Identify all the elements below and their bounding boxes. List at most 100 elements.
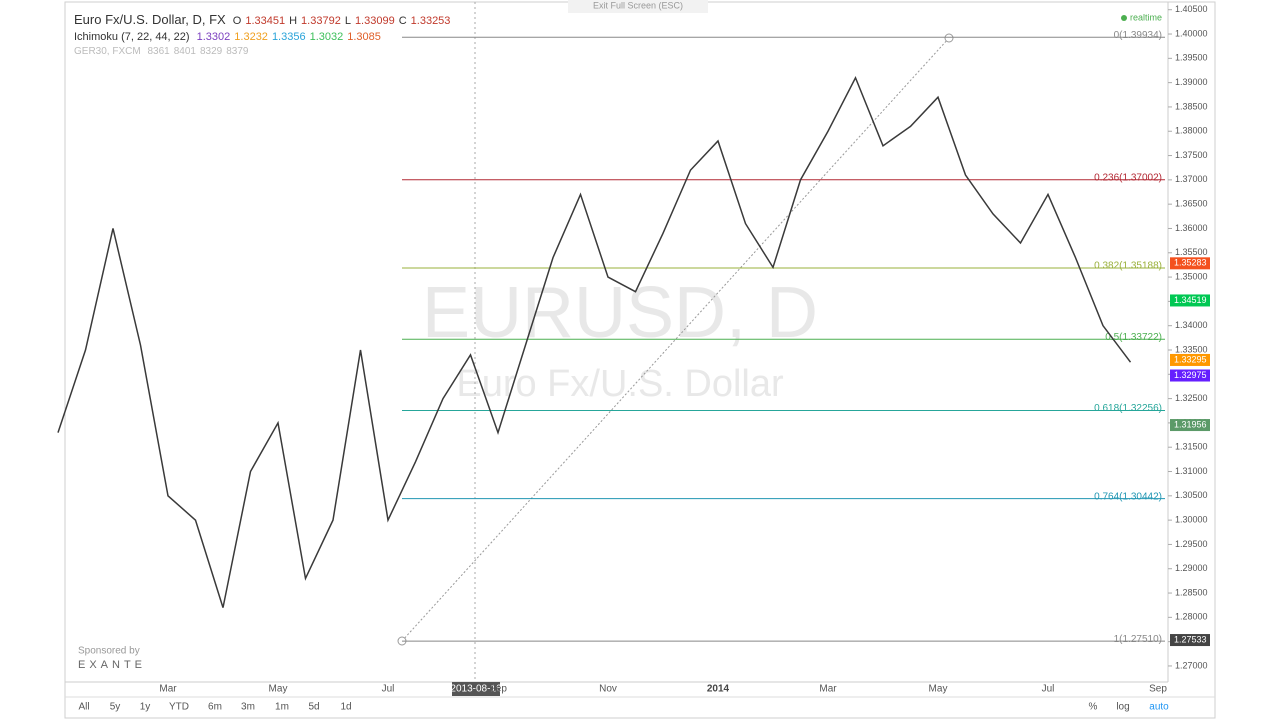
- y-tick-label: 1.29000: [1175, 563, 1208, 573]
- y-tick-label: 1.29500: [1175, 539, 1208, 549]
- price-tag: [1170, 369, 1210, 382]
- ohlc-key: O: [232, 15, 242, 27]
- price-tag: [1170, 353, 1210, 366]
- ohlc: O 1.33451 H 1.33792 L 1.33099 C 1.33253: [233, 15, 455, 27]
- indicator: Ichimoku (7, 22, 44, 22): [74, 31, 190, 43]
- compare: GER30, FXCM: [74, 46, 141, 57]
- y-tick-label: 1.35000: [1175, 271, 1208, 281]
- realtime: realtime: [1130, 12, 1162, 22]
- fib-label: 0.618(1.32256): [1094, 403, 1162, 414]
- indicator-value: 1.3302: [196, 31, 231, 43]
- ohlc-value: 1.33253: [410, 15, 451, 27]
- y-tick-label: 1.37000: [1175, 174, 1208, 184]
- y-tick-label: 1.39500: [1175, 53, 1208, 63]
- crosshair-date-bg: [452, 682, 500, 696]
- x-tick-label: Mar: [159, 684, 177, 695]
- compare-value: 8361: [147, 46, 170, 57]
- ohlc-value: 1.33792: [301, 15, 341, 27]
- compare-value: 8329: [199, 46, 223, 57]
- ohlc-value: 1.33099: [354, 15, 395, 27]
- y-tick-label: 1.40500: [1175, 4, 1208, 14]
- watermark-symbol: EURUSD, D: [422, 273, 818, 353]
- fib-label: 0.382(1.35188): [1094, 261, 1162, 272]
- x-tick-label: Jul: [382, 684, 395, 695]
- x-tick-label: Sep: [1149, 684, 1167, 695]
- price-tag-label: 1.34519: [1174, 295, 1207, 305]
- y-tick-label: 1.39000: [1175, 77, 1208, 87]
- x-tick-label: Sep: [489, 684, 507, 695]
- option-button[interactable]: %: [1089, 702, 1098, 713]
- y-tick-label: 1.37500: [1175, 150, 1208, 160]
- y-tick-label: 1.40000: [1175, 28, 1208, 38]
- header-row: Euro Fx/U.S. Dollar, D, FX O 1.33451 H 1.33…: [74, 12, 458, 27]
- y-tick-label: 1.35500: [1175, 247, 1208, 257]
- range-button[interactable]: All: [78, 702, 89, 713]
- indicator-value: 1.3232: [234, 31, 268, 43]
- price-tag-label: 1.35283: [1174, 258, 1207, 268]
- y-tick-label: 1.30500: [1175, 490, 1208, 500]
- fib-label: 0.236(1.37002): [1094, 172, 1162, 183]
- option-button[interactable]: auto: [1149, 702, 1169, 713]
- symbol: Euro Fx/U.S. Dollar, D, FX: [74, 12, 226, 27]
- range-button[interactable]: YTD: [169, 702, 189, 713]
- price-tag-label: 1.32975: [1174, 370, 1207, 380]
- fib-label: 0.764(1.30442): [1094, 491, 1162, 502]
- y-tick-label: 1.28500: [1175, 587, 1208, 597]
- x-tick-label: May: [929, 684, 948, 695]
- x-tick-label: Jul: [1042, 684, 1055, 695]
- y-tick-label: 1.31500: [1175, 442, 1208, 452]
- price-tag: [1170, 634, 1210, 647]
- y-tick-label: 1.36500: [1175, 199, 1208, 209]
- indicator-value: 1.3356: [271, 31, 306, 43]
- fib-label: 0.5(1.33722): [1105, 332, 1162, 343]
- x-tick-label: 2014: [707, 684, 730, 695]
- range-button[interactable]: 1d: [340, 702, 351, 713]
- range-button[interactable]: 6m: [208, 702, 222, 713]
- trend-handle[interactable]: [944, 33, 954, 43]
- ohlc-value: 1.33451: [245, 15, 286, 27]
- compare-value: 8379: [226, 46, 249, 57]
- range-button[interactable]: 1y: [140, 702, 151, 713]
- range-button[interactable]: 5d: [308, 702, 319, 713]
- x-tick-label: Mar: [819, 684, 837, 695]
- crosshair-date: 2013-08-16: [450, 684, 502, 695]
- y-tick-label: 1.33500: [1175, 344, 1208, 354]
- fib-label: 0(1.39934): [1114, 30, 1162, 41]
- price-tag-label: 1.27533: [1174, 634, 1207, 644]
- ohlc-key: H: [289, 15, 298, 27]
- price-tag-label: 1.31956: [1174, 419, 1207, 429]
- price-tag: [1170, 419, 1210, 432]
- x-tick-label: May: [269, 684, 288, 695]
- compare-row: GER30, FXCM 8361 8401 8329 8379: [74, 46, 256, 57]
- indicator-values: 1.3302 1.3232 1.3356 1.3032 1.3085: [197, 31, 385, 43]
- frame: [64, 1, 1216, 719]
- y-tick-label: 1.34000: [1175, 320, 1208, 330]
- price-tag: [1170, 257, 1210, 270]
- range-button[interactable]: 5y: [110, 702, 121, 713]
- indicator-value: 1.3032: [309, 31, 344, 43]
- ohlc-key: C: [398, 15, 407, 27]
- indicator-value: 1.3085: [347, 31, 381, 43]
- indicator-row: Ichimoku (7, 22, 44, 22) 1.3302 1.3232 1.3…: [74, 31, 389, 43]
- y-tick-label: 1.36000: [1175, 223, 1208, 233]
- ohlc-key: L: [344, 15, 351, 27]
- price-line: [57, 75, 1132, 608]
- range-button[interactable]: 3m: [241, 702, 255, 713]
- exit-bg[interactable]: [568, 0, 708, 13]
- y-tick-label: 1.32500: [1175, 393, 1208, 403]
- exit-full-screen[interactable]: Exit Full Screen (ESC): [593, 0, 683, 10]
- sponsor-brand[interactable]: EXANTE: [78, 659, 146, 671]
- option-button[interactable]: log: [1116, 702, 1129, 713]
- watermark-name: Euro Fx/U.S. Dollar: [456, 363, 784, 405]
- x-tick-label: Nov: [599, 684, 617, 695]
- fib-label: 1(1.27510): [1114, 634, 1162, 645]
- y-tick-label: 1.30000: [1175, 515, 1208, 525]
- sponsor-label: Sponsored by: [78, 646, 140, 657]
- compare-values: 8361 8401 8329 8379: [147, 46, 252, 57]
- y-tick-label: 1.38000: [1175, 126, 1208, 136]
- range-button[interactable]: 1m: [275, 702, 289, 713]
- y-tick-label: 1.28000: [1175, 612, 1208, 622]
- y-tick-label: 1.38500: [1175, 101, 1208, 111]
